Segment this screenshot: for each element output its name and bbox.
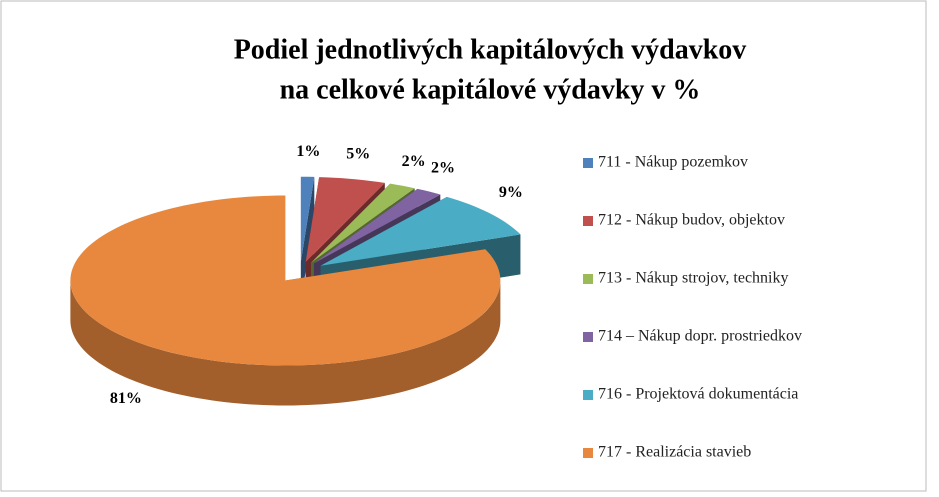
data-label: 9%	[499, 184, 523, 201]
legend-swatch	[583, 332, 593, 342]
legend-label: 714 – Nákup dopr. prostriedkov	[598, 328, 802, 345]
legend-label: 712 - Nákup budov, objektov	[598, 212, 785, 229]
slice	[313, 188, 441, 264]
slice-wall	[300, 176, 315, 302]
legend-swatch	[583, 274, 593, 284]
slice	[311, 183, 415, 263]
legend-label: 711 - Nákup pozemkov	[598, 154, 748, 171]
data-label: 2%	[431, 160, 455, 177]
legend-swatch	[583, 390, 593, 400]
slice	[305, 177, 385, 262]
chart-title: Podiel jednotlivých kapitálových výdavko…	[234, 34, 747, 65]
data-label: 1%	[296, 143, 320, 160]
data-label: 2%	[402, 153, 426, 170]
data-label: 81%	[110, 390, 142, 407]
slice-side	[70, 280, 501, 406]
chart-subtitle: na celkové kapitálové výdavky v %	[280, 74, 701, 105]
legend-swatch	[583, 158, 593, 168]
legend-label: 716 - Projektová dokumentácia	[598, 386, 798, 403]
pie	[70, 176, 521, 406]
legend-label: 717 - Realizácia stavieb	[598, 444, 751, 461]
slice	[300, 176, 315, 262]
legend-swatch	[583, 448, 593, 458]
legend-label: 713 - Nákup strojov, techniky	[598, 270, 788, 287]
slice	[70, 195, 501, 366]
slice	[320, 196, 521, 266]
legend-swatch	[583, 216, 593, 226]
data-label: 5%	[346, 146, 370, 163]
